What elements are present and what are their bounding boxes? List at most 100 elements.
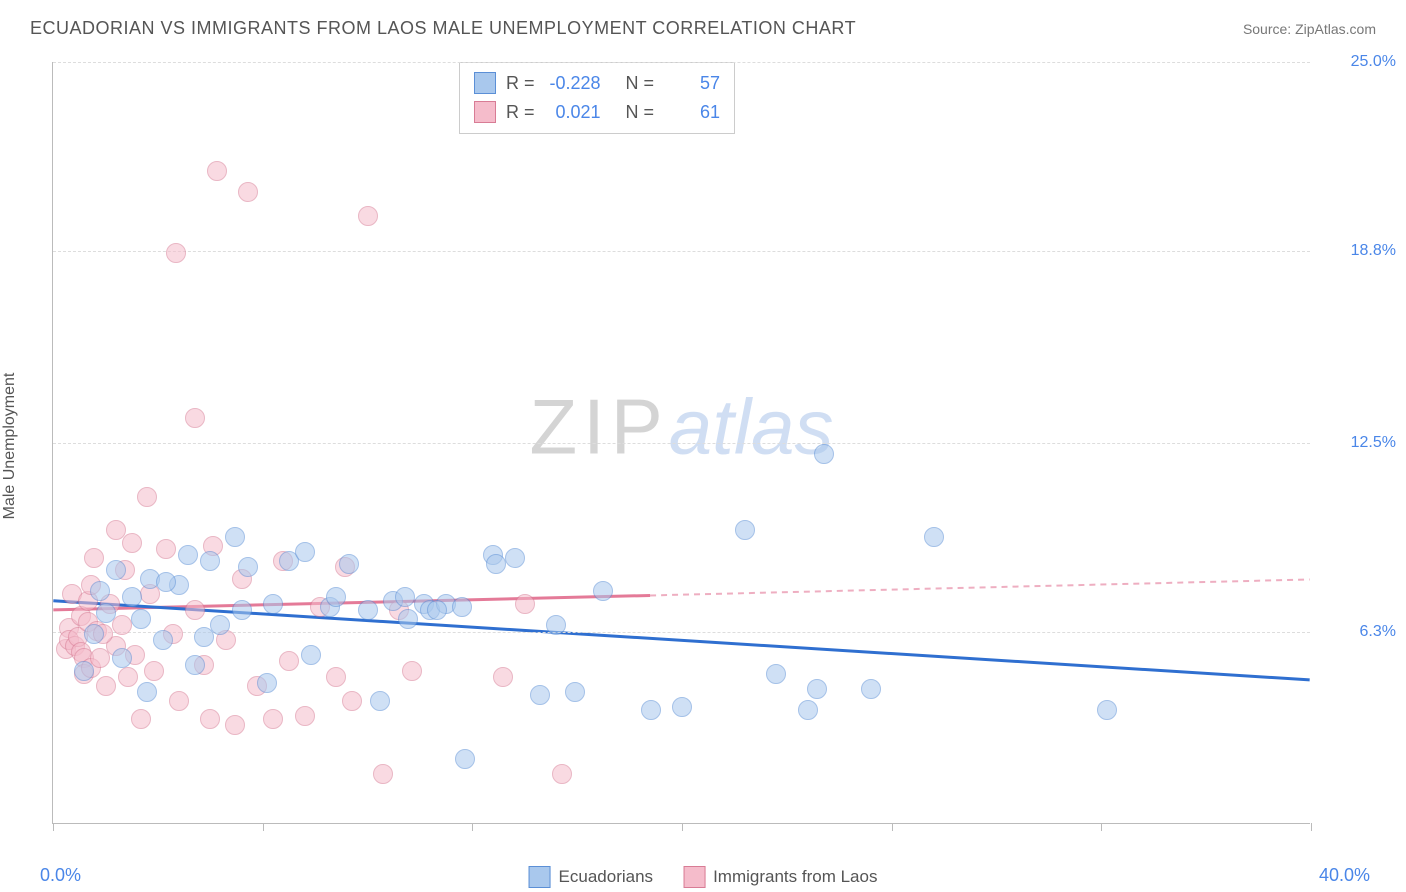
data-point-ecuadorians bbox=[565, 682, 585, 702]
data-point-laos bbox=[131, 709, 151, 729]
data-point-ecuadorians bbox=[153, 630, 173, 650]
data-point-ecuadorians bbox=[200, 551, 220, 571]
data-point-ecuadorians bbox=[232, 600, 252, 620]
bottom-legend: Ecuadorians Immigrants from Laos bbox=[529, 866, 878, 888]
n-value-ecuadorians: 57 bbox=[664, 69, 720, 98]
data-point-laos bbox=[493, 667, 513, 687]
x-axis-max-label: 40.0% bbox=[1319, 865, 1370, 886]
data-point-laos bbox=[118, 667, 138, 687]
data-point-ecuadorians bbox=[301, 645, 321, 665]
data-point-ecuadorians bbox=[395, 587, 415, 607]
data-point-ecuadorians bbox=[861, 679, 881, 699]
data-point-ecuadorians bbox=[263, 594, 283, 614]
data-point-laos bbox=[373, 764, 393, 784]
data-point-ecuadorians bbox=[672, 697, 692, 717]
data-point-laos bbox=[402, 661, 422, 681]
data-point-ecuadorians bbox=[339, 554, 359, 574]
legend-label-ecuadorians: Ecuadorians bbox=[559, 867, 654, 887]
data-point-ecuadorians bbox=[225, 527, 245, 547]
data-point-laos bbox=[122, 533, 142, 553]
x-tick bbox=[1311, 823, 1312, 831]
data-point-ecuadorians bbox=[112, 648, 132, 668]
data-point-laos bbox=[225, 715, 245, 735]
data-point-ecuadorians bbox=[546, 615, 566, 635]
swatch-laos bbox=[474, 101, 496, 123]
data-point-ecuadorians bbox=[798, 700, 818, 720]
gridline bbox=[53, 251, 1310, 252]
data-point-ecuadorians bbox=[1097, 700, 1117, 720]
r-value-laos: 0.021 bbox=[545, 98, 601, 127]
data-point-laos bbox=[238, 182, 258, 202]
data-point-ecuadorians bbox=[924, 527, 944, 547]
data-point-laos bbox=[96, 676, 116, 696]
data-point-ecuadorians bbox=[238, 557, 258, 577]
swatch-ecuadorians-icon bbox=[529, 866, 551, 888]
data-point-ecuadorians bbox=[156, 572, 176, 592]
data-point-ecuadorians bbox=[486, 554, 506, 574]
data-point-laos bbox=[166, 243, 186, 263]
data-point-ecuadorians bbox=[807, 679, 827, 699]
data-point-ecuadorians bbox=[505, 548, 525, 568]
data-point-ecuadorians bbox=[131, 609, 151, 629]
data-point-laos bbox=[84, 548, 104, 568]
data-point-laos bbox=[342, 691, 362, 711]
data-point-laos bbox=[200, 709, 220, 729]
x-tick bbox=[472, 823, 473, 831]
data-point-laos bbox=[552, 764, 572, 784]
data-point-ecuadorians bbox=[122, 587, 142, 607]
data-point-ecuadorians bbox=[452, 597, 472, 617]
x-axis-min-label: 0.0% bbox=[40, 865, 81, 886]
legend-label-laos: Immigrants from Laos bbox=[713, 867, 877, 887]
data-point-laos bbox=[156, 539, 176, 559]
data-point-laos bbox=[358, 206, 378, 226]
y-tick-label: 6.3% bbox=[1320, 623, 1396, 641]
data-point-ecuadorians bbox=[455, 749, 475, 769]
x-tick bbox=[1101, 823, 1102, 831]
data-point-laos bbox=[295, 706, 315, 726]
legend-item-laos: Immigrants from Laos bbox=[683, 866, 877, 888]
r-label: R = bbox=[506, 69, 535, 98]
data-point-ecuadorians bbox=[530, 685, 550, 705]
chart-plot-area: ZIPatlas R = -0.228 N = 57 R = 0.021 N =… bbox=[52, 62, 1310, 824]
r-label: R = bbox=[506, 98, 535, 127]
n-label: N = bbox=[626, 69, 655, 98]
n-value-laos: 61 bbox=[664, 98, 720, 127]
source-label: Source: ZipAtlas.com bbox=[1243, 21, 1376, 37]
data-point-ecuadorians bbox=[641, 700, 661, 720]
data-point-laos bbox=[515, 594, 535, 614]
swatch-laos-icon bbox=[683, 866, 705, 888]
data-point-ecuadorians bbox=[96, 603, 116, 623]
data-point-ecuadorians bbox=[257, 673, 277, 693]
data-point-ecuadorians bbox=[90, 581, 110, 601]
data-point-ecuadorians bbox=[84, 624, 104, 644]
data-point-laos bbox=[263, 709, 283, 729]
data-point-ecuadorians bbox=[593, 581, 613, 601]
data-point-ecuadorians bbox=[326, 587, 346, 607]
data-point-laos bbox=[185, 408, 205, 428]
data-point-laos bbox=[279, 651, 299, 671]
y-tick-label: 18.8% bbox=[1320, 242, 1396, 260]
data-point-laos bbox=[144, 661, 164, 681]
data-point-ecuadorians bbox=[735, 520, 755, 540]
x-tick bbox=[892, 823, 893, 831]
data-point-ecuadorians bbox=[74, 661, 94, 681]
r-value-ecuadorians: -0.228 bbox=[545, 69, 601, 98]
gridline bbox=[53, 632, 1310, 633]
swatch-ecuadorians bbox=[474, 72, 496, 94]
data-point-ecuadorians bbox=[178, 545, 198, 565]
gridline bbox=[53, 443, 1310, 444]
chart-title: ECUADORIAN VS IMMIGRANTS FROM LAOS MALE … bbox=[30, 18, 856, 39]
data-point-laos bbox=[326, 667, 346, 687]
gridline bbox=[53, 62, 1310, 63]
data-point-ecuadorians bbox=[766, 664, 786, 684]
stats-row-ecuadorians: R = -0.228 N = 57 bbox=[474, 69, 720, 98]
data-point-ecuadorians bbox=[295, 542, 315, 562]
data-point-ecuadorians bbox=[137, 682, 157, 702]
data-point-ecuadorians bbox=[398, 609, 418, 629]
data-point-laos bbox=[112, 615, 132, 635]
data-point-ecuadorians bbox=[370, 691, 390, 711]
data-point-ecuadorians bbox=[185, 655, 205, 675]
x-tick bbox=[682, 823, 683, 831]
data-point-laos bbox=[169, 691, 189, 711]
data-point-ecuadorians bbox=[814, 444, 834, 464]
